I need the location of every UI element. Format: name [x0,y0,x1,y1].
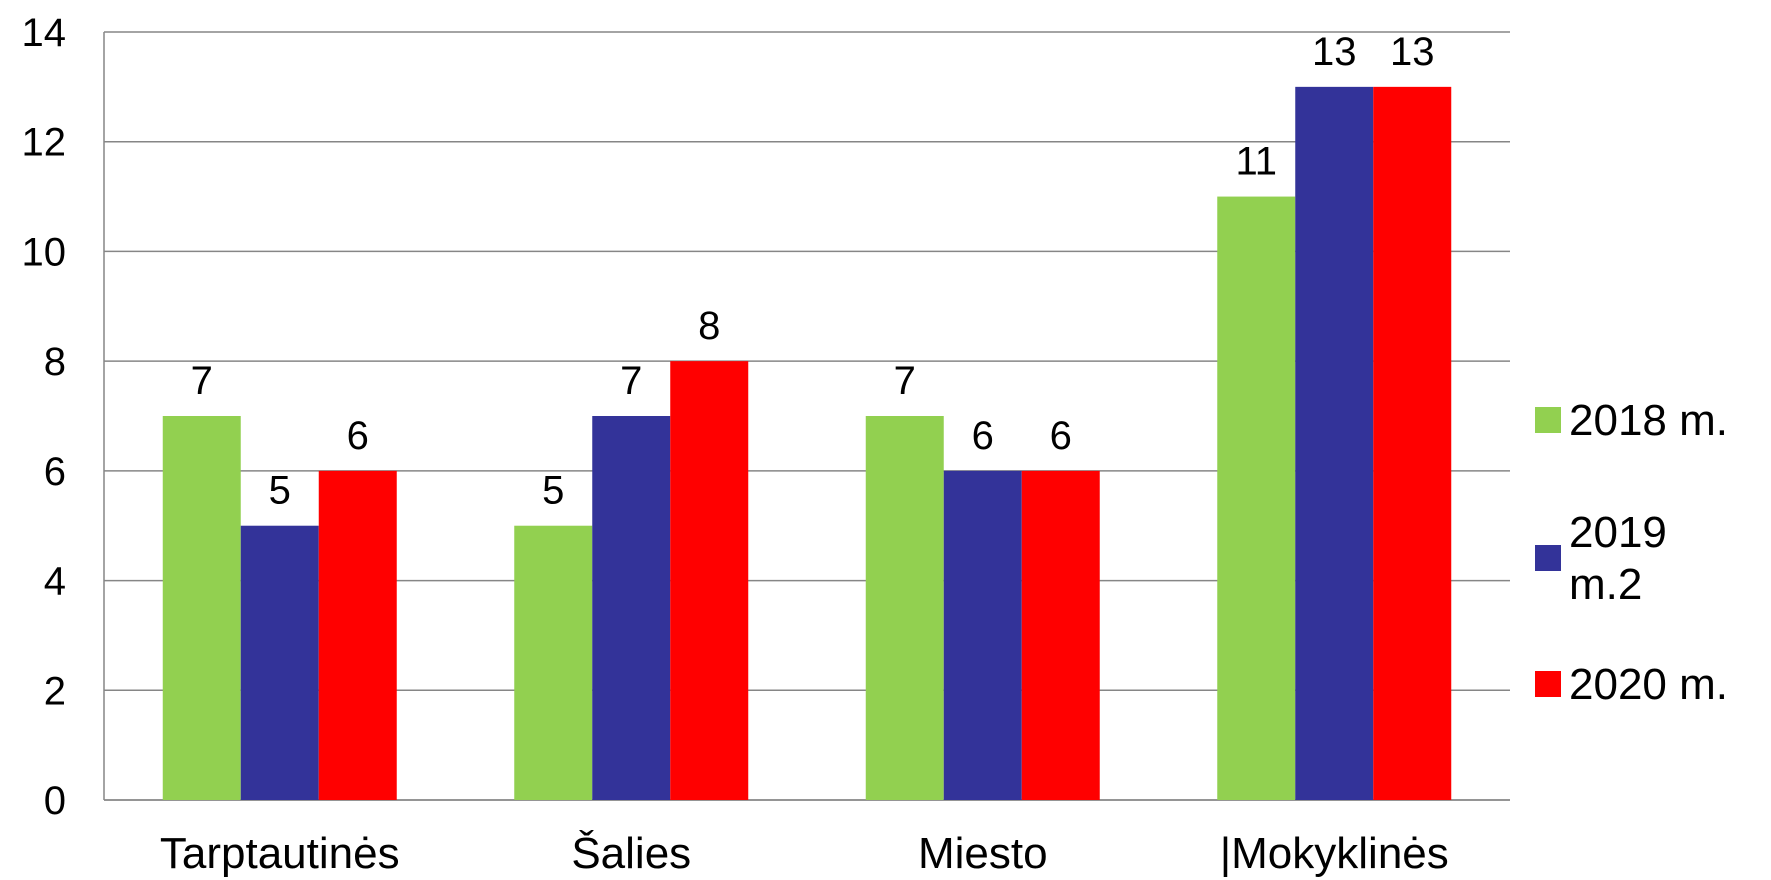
category-label: Tarptautinės [160,829,400,878]
legend-label: 2018 m. [1569,396,1728,445]
legend-label: 2020 m. [1569,660,1728,709]
bar [1373,86,1452,801]
legend-label-line: m.2 [1569,560,1642,609]
bar [514,525,593,800]
legend-label-line: 2019 [1569,508,1667,557]
data-label: 5 [269,469,291,513]
y-tick-label: 0 [44,779,66,823]
bar [943,470,1022,800]
bar [865,416,944,800]
legend-label-line: 2018 m. [1569,396,1728,445]
data-label: 8 [698,304,720,348]
y-tick-label: 10 [22,230,67,274]
bar [670,361,749,800]
bars [162,86,1452,801]
category-label: Šalies [571,828,691,878]
y-tick-label: 6 [44,450,66,494]
y-tick-label: 4 [44,560,66,604]
data-label: 6 [347,414,369,458]
bar [1295,86,1374,801]
legend-label-line: 2020 m. [1569,660,1728,709]
legend-swatch [1535,545,1561,571]
y-axis-ticks: 0 2 4 6 8 10 12 14 [22,11,67,823]
bar [1217,196,1296,801]
data-label: 5 [542,469,564,513]
data-label: 6 [1050,414,1072,458]
bar [162,416,241,800]
data-label: 7 [894,359,916,403]
y-tick-label: 14 [22,11,67,55]
y-tick-label: 12 [22,121,67,165]
data-label: 7 [191,359,213,403]
category-label: |Mokyklinės [1220,829,1449,878]
bar [240,525,319,800]
data-label: 7 [620,359,642,403]
data-label: 13 [1390,30,1435,74]
data-labels: 7 5 6 5 7 8 7 6 6 11 13 13 [191,30,1435,513]
x-axis-categories: Tarptautinės Šalies Miesto |Mokyklinės [160,828,1449,878]
bar [1021,470,1100,800]
legend-swatch [1535,671,1561,697]
data-label: 13 [1312,30,1357,74]
legend-label: 2019 m.2 [1569,508,1667,609]
y-tick-label: 2 [44,669,66,713]
bar [318,470,397,800]
category-label: Miesto [918,829,1048,878]
data-label: 6 [972,414,994,458]
data-label: 11 [1235,140,1277,184]
bar [592,416,671,800]
legend: 2018 m. 2019 m.2 2020 m. [1535,396,1728,709]
legend-swatch [1535,407,1561,433]
y-tick-label: 8 [44,340,66,384]
